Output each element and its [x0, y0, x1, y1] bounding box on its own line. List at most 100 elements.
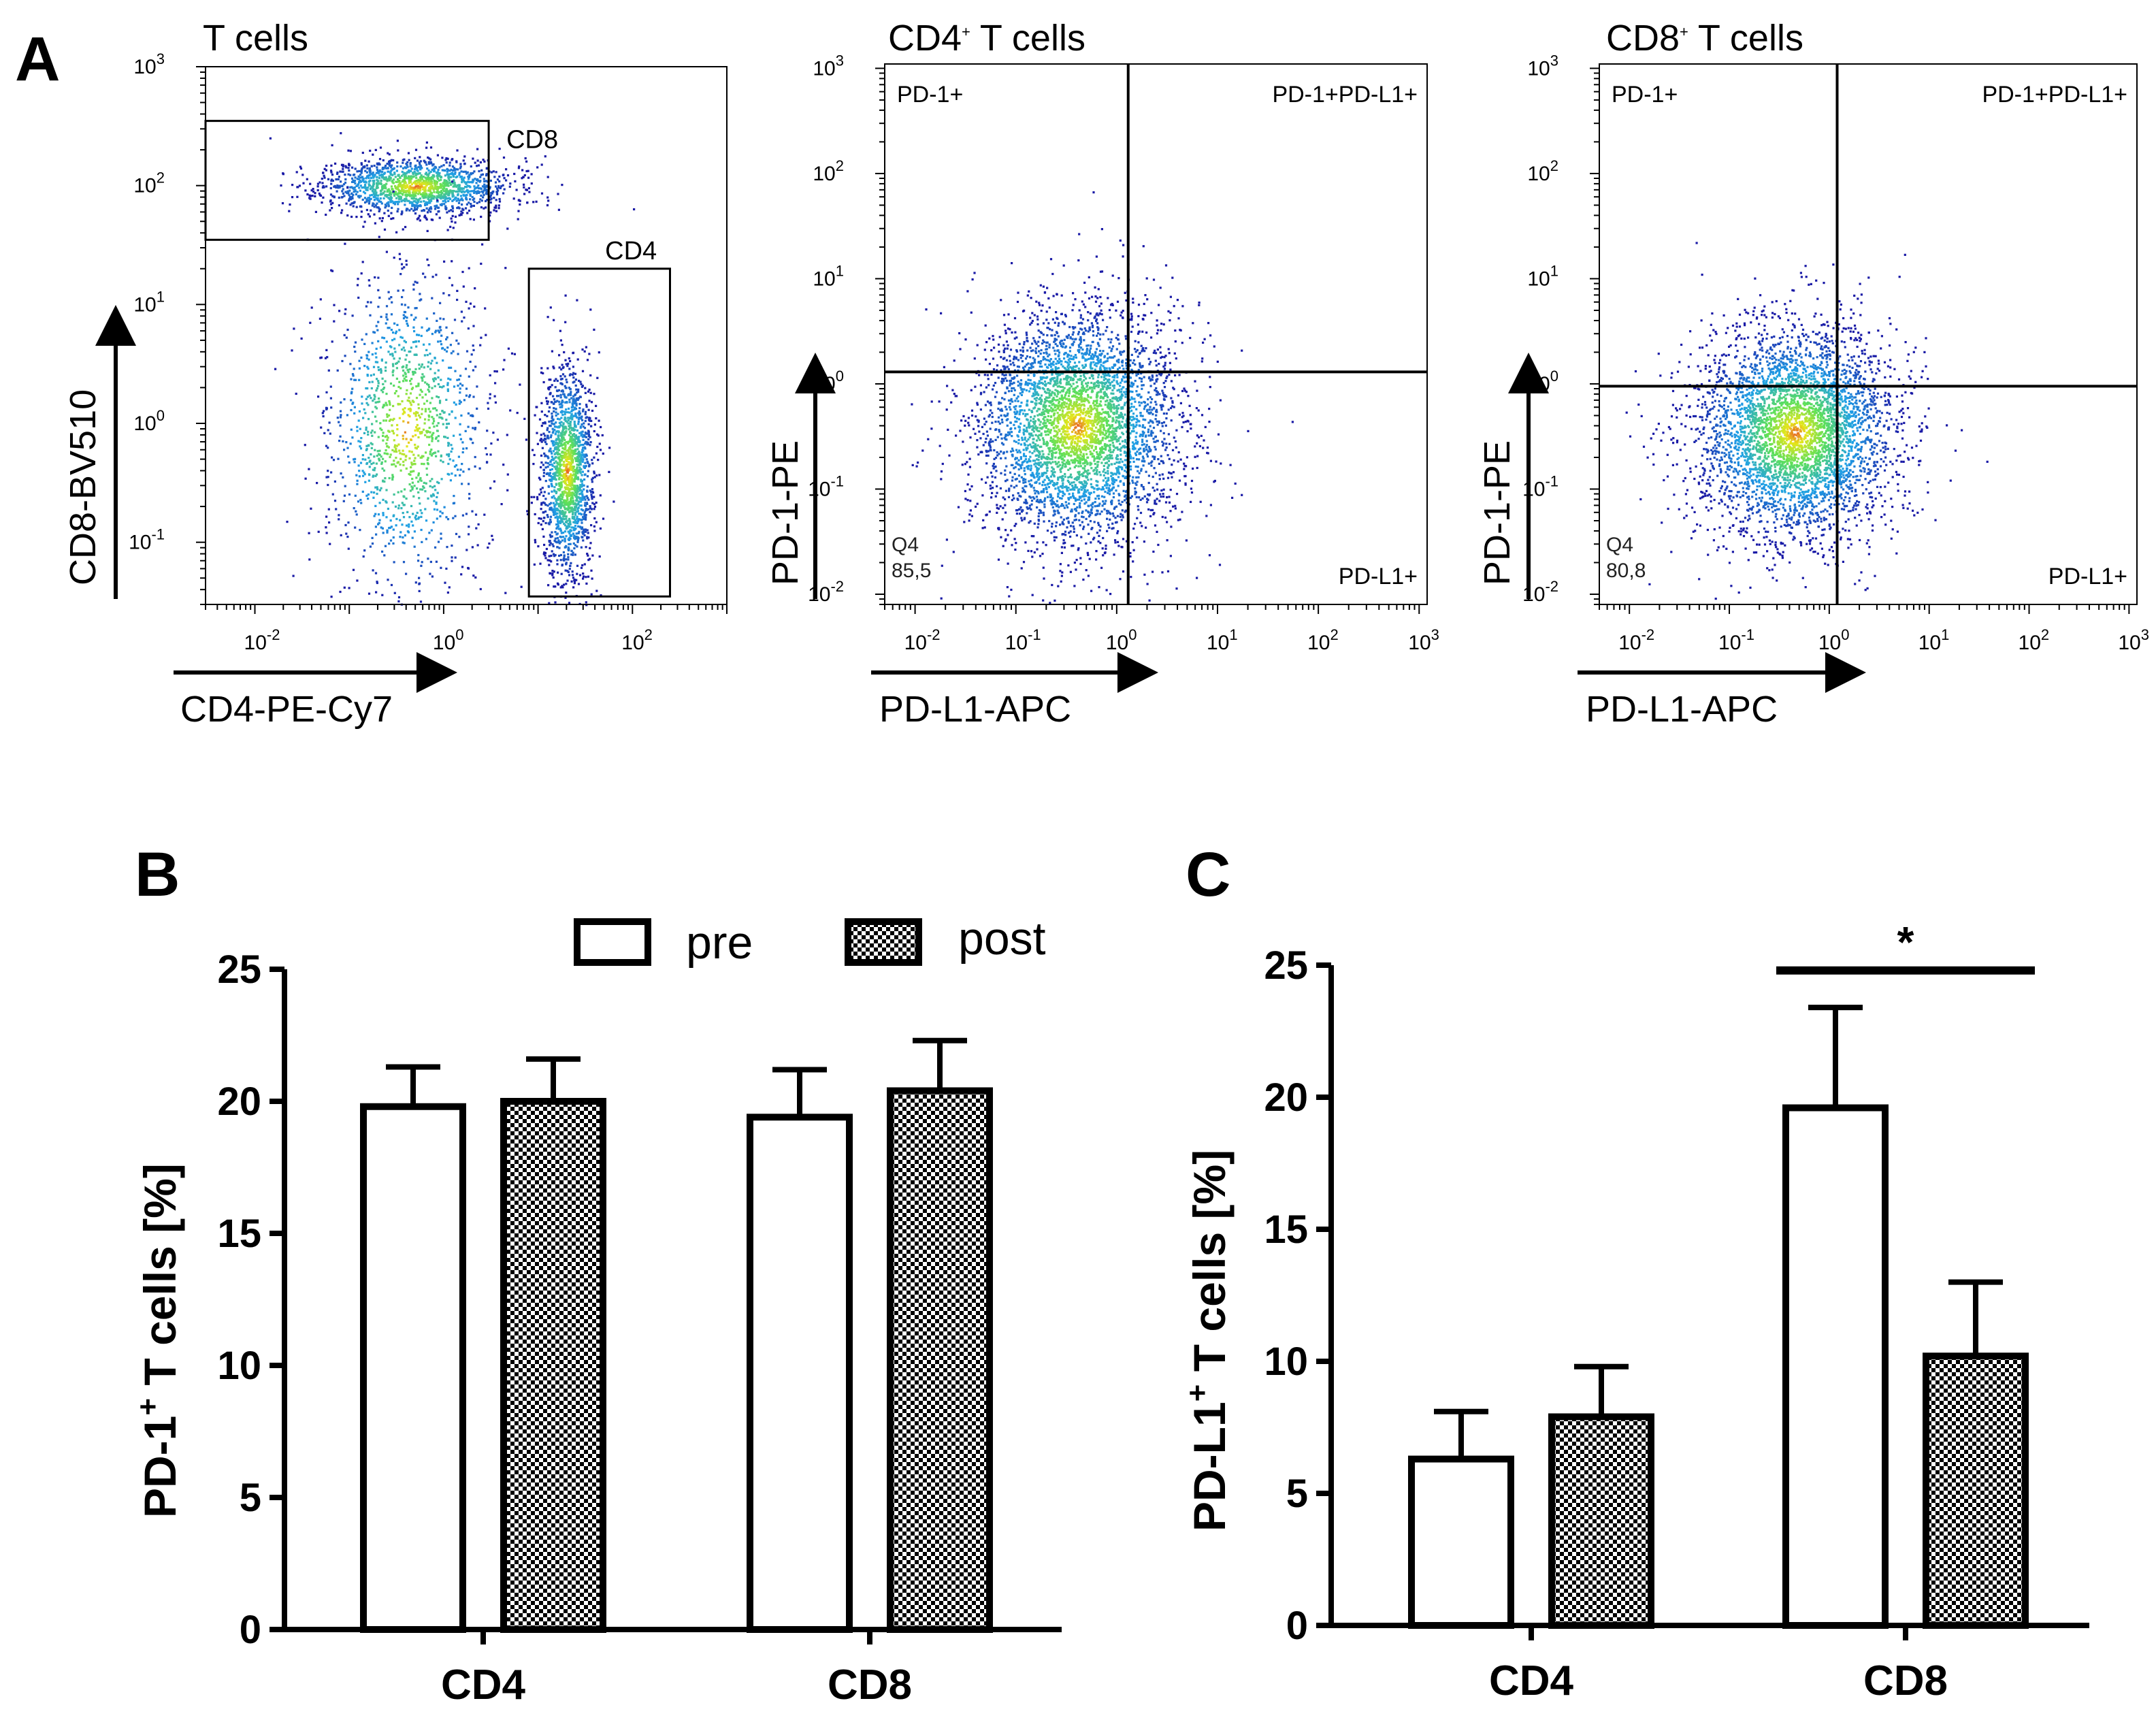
flow-dot	[416, 187, 419, 189]
flow-dot	[602, 452, 604, 455]
flow-dot	[394, 444, 397, 447]
flow-dot	[480, 199, 483, 202]
flow-dot	[587, 430, 590, 433]
flow-dot	[389, 539, 393, 542]
flow-dot	[970, 311, 973, 314]
flow-dot	[564, 537, 566, 540]
flow-dot	[474, 465, 476, 468]
flow-dot	[593, 393, 595, 395]
flow-dot	[447, 176, 450, 178]
flow-dot	[380, 189, 382, 192]
flow-dot	[421, 373, 424, 376]
flow-dot	[437, 376, 440, 379]
flow-dot	[574, 425, 576, 427]
flow-dot	[366, 189, 369, 191]
flow-dot	[415, 208, 418, 211]
flow-dot	[930, 427, 933, 430]
flow-dot	[402, 199, 404, 201]
flow-dot	[573, 582, 576, 585]
flow-dot	[421, 193, 424, 196]
flow-dot	[425, 467, 428, 470]
flow-dot	[351, 166, 354, 169]
flow-dot	[436, 206, 440, 209]
flow-dot	[448, 294, 451, 297]
flow-dot	[466, 181, 468, 184]
flow-dot	[554, 531, 557, 534]
flow-dot	[593, 430, 595, 433]
flow-dot	[1069, 570, 1072, 573]
flow-dot	[443, 193, 446, 196]
flow-dot	[547, 386, 550, 389]
flow-dot	[361, 458, 364, 461]
flow-dot	[413, 208, 416, 211]
flow-dot	[580, 444, 583, 447]
flow-dot	[550, 502, 553, 504]
flow-dot	[548, 420, 551, 423]
flow-dot	[408, 182, 410, 184]
flow-dot	[296, 195, 299, 198]
flow-dot	[1194, 455, 1196, 458]
flow-dot	[442, 164, 445, 167]
flow-dot	[428, 343, 431, 346]
flow-dot	[346, 192, 348, 195]
flow-dot	[424, 173, 427, 176]
flow-dot	[576, 448, 579, 451]
flow-dot	[570, 510, 572, 513]
flow-dot	[402, 460, 405, 463]
flow-dot	[325, 391, 328, 393]
flow-dot	[414, 204, 416, 207]
flow-dot	[418, 577, 421, 579]
gate-cd4	[527, 268, 671, 598]
flow-dot	[504, 267, 507, 270]
flow-dot	[385, 404, 389, 406]
flow-dot	[562, 510, 565, 513]
flow-dot	[572, 470, 575, 473]
flow-dot	[459, 195, 463, 197]
flow-dot	[556, 451, 559, 454]
flow-dot	[430, 162, 433, 165]
flow-dot	[460, 573, 463, 576]
flow-dot	[555, 502, 558, 504]
flow-dot	[580, 383, 583, 385]
flow-dot	[392, 190, 395, 193]
flow-dot	[451, 284, 454, 287]
flow-dot	[581, 483, 584, 485]
flow-dot	[406, 199, 409, 202]
flow-dot	[587, 554, 589, 557]
flow-dot	[389, 403, 391, 406]
flow-dot	[941, 462, 944, 466]
flow-dot	[565, 558, 568, 561]
flow-dot	[385, 449, 387, 452]
flow-dot	[446, 229, 449, 231]
flow-dot	[570, 426, 572, 430]
flow-dot	[1291, 421, 1294, 423]
flow-dot	[404, 311, 407, 314]
flow-dot	[391, 188, 394, 191]
flow-dot	[572, 542, 575, 545]
flow-dot	[473, 185, 476, 188]
flow-dot	[425, 519, 428, 522]
flow-dot	[366, 374, 369, 377]
flow-dot	[348, 197, 351, 200]
flow-dot	[397, 189, 400, 191]
flow-dot	[331, 201, 334, 204]
flow-dot	[431, 359, 434, 362]
flow-dot	[565, 521, 568, 523]
flow-dot	[403, 453, 406, 456]
flow-dot	[449, 378, 452, 381]
flow-dot	[376, 187, 379, 189]
flow-dot	[353, 188, 355, 191]
flow-dot	[455, 161, 458, 163]
flow-dot	[359, 195, 362, 197]
flow-dot	[318, 192, 321, 195]
flow-dot	[563, 460, 566, 464]
flow-dot	[586, 536, 589, 538]
flow-dot	[973, 272, 976, 274]
flow-dot	[376, 488, 379, 491]
flow-dot	[470, 203, 472, 206]
flow-dot	[390, 329, 393, 331]
flow-dot	[429, 199, 432, 201]
flow-dot	[371, 423, 374, 425]
flow-dot	[431, 168, 434, 172]
flow-dot	[437, 435, 440, 438]
